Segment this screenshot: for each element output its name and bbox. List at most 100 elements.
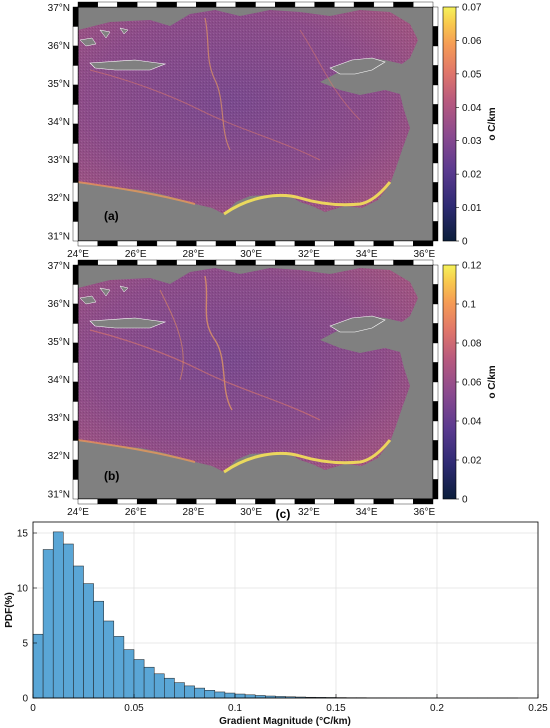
map-border-segment xyxy=(373,240,394,247)
map-border-segment xyxy=(215,259,236,266)
latitude-tick-label: 37°N xyxy=(48,3,70,14)
x-tick-label: 0 xyxy=(30,703,36,714)
map-border-segment xyxy=(432,264,439,285)
map-border-segment xyxy=(432,342,439,363)
colorbar-b xyxy=(442,264,457,500)
map-a-front-line xyxy=(89,69,321,161)
panel-label-b: (b) xyxy=(104,469,119,483)
map-border-segment xyxy=(117,259,138,266)
map-border-segment xyxy=(432,201,439,222)
map-border-segment xyxy=(72,459,79,480)
map-border-segment xyxy=(215,498,236,505)
histogram-bar xyxy=(52,531,64,699)
map-border-segment xyxy=(235,240,256,247)
latitude-tick-label: 36°N xyxy=(48,41,70,52)
histogram-bar xyxy=(32,633,44,699)
map-border-segment xyxy=(72,420,79,441)
map-border-segment xyxy=(72,342,79,363)
latitude-tick-label: 34°N xyxy=(48,117,70,128)
map-border-segment xyxy=(117,498,138,505)
map-b-front-line xyxy=(159,289,184,381)
map-border-segment xyxy=(97,240,118,247)
map-border-segment xyxy=(432,479,439,500)
longitude-tick-label: 26°E xyxy=(125,249,147,260)
map-border-segment xyxy=(314,1,335,8)
longitude-tick-label: 28°E xyxy=(183,507,205,518)
map-border-segment xyxy=(72,123,79,144)
x-tick-label: 0.2 xyxy=(430,703,444,714)
map-border-segment xyxy=(196,240,217,247)
colorbar-b-label: o C/km xyxy=(487,365,498,398)
map-border-segment xyxy=(117,1,138,8)
colorbar-tick-label: 0.03 xyxy=(462,136,482,147)
map-border-segment xyxy=(72,143,79,164)
map-a-front-line xyxy=(204,17,231,151)
map-border-segment xyxy=(77,259,98,266)
map-a-cyprus xyxy=(329,57,386,75)
histogram-y-ticks: 0 5 10 15 xyxy=(17,529,37,705)
map-panel-a: (a) 37°N 36°N 35°N 34°N 33°N 32°N 31°N 24°E 26°… xyxy=(48,1,498,260)
map-b-latitude-ticks: 37°N 36°N 35°N 34°N 33°N 32°N 31°N xyxy=(48,261,70,500)
colorbar-tick-label: 0.02 xyxy=(462,456,482,467)
x-tick-label: 0.05 xyxy=(124,703,144,714)
map-border-segment xyxy=(432,420,439,441)
map-border-segment xyxy=(156,1,177,8)
map-border-segment xyxy=(215,1,236,8)
x-tick-label: 0.1 xyxy=(228,703,242,714)
colorbar-tick-label: 0.12 xyxy=(462,261,482,272)
histogram-bar xyxy=(133,659,145,699)
longitude-tick-label: 30°E xyxy=(240,507,262,518)
map-border-segment xyxy=(353,240,375,247)
map-border-segment xyxy=(255,240,276,247)
histogram-bar xyxy=(42,549,54,699)
colorbar-tick-label: 0.05 xyxy=(462,69,482,80)
map-border-segment xyxy=(136,259,158,266)
map-border-segment xyxy=(314,498,335,505)
map-a-crete xyxy=(89,59,167,71)
map-border-segment xyxy=(72,6,79,27)
longitude-tick-label: 24°E xyxy=(67,249,89,260)
map-border-segment xyxy=(393,1,414,8)
colorbar-tick-label: 0 xyxy=(462,237,468,248)
map-border-segment xyxy=(432,45,439,66)
histogram-bar xyxy=(194,687,205,699)
map-border-segment xyxy=(432,84,439,105)
map-border-segment xyxy=(255,1,276,8)
map-b-coastal-front xyxy=(223,439,392,474)
map-border-segment xyxy=(294,498,315,505)
map-border-segment xyxy=(294,259,315,266)
colorbar-tick-label: 0.04 xyxy=(462,417,482,428)
y-tick-label: 5 xyxy=(22,639,28,650)
map-border-segment xyxy=(196,498,217,505)
map-border-segment xyxy=(373,498,394,505)
map-border-segment xyxy=(72,440,79,461)
map-border-segment xyxy=(294,240,315,247)
histogram-bar xyxy=(244,694,256,699)
colorbar-a xyxy=(442,6,457,242)
map-border-segment xyxy=(77,498,98,505)
map-border-segment xyxy=(72,381,79,402)
colorbar-tick-label: 0.07 xyxy=(462,3,482,14)
colorbar-tick-label: 0.08 xyxy=(462,339,482,350)
histogram-bar xyxy=(73,565,84,699)
colorbar-tick-label: 0 xyxy=(462,495,468,506)
map-border-segment xyxy=(72,323,79,344)
panel-label-c: (c) xyxy=(276,507,291,521)
histogram-frame xyxy=(32,521,539,699)
map-border-segment xyxy=(432,381,439,402)
colorbar-tick-label: 0.01 xyxy=(462,203,482,214)
map-border-segment xyxy=(72,284,79,305)
map-border-segment xyxy=(97,1,118,8)
map-border-segment xyxy=(72,264,79,285)
map-border-segment xyxy=(72,221,79,242)
map-a-coastal-front xyxy=(77,181,196,205)
map-border-segment xyxy=(353,259,375,266)
map-border-segment xyxy=(72,162,79,183)
map-border-segment xyxy=(72,104,79,125)
map-b-texture xyxy=(78,268,418,472)
map-border-segment xyxy=(77,1,98,8)
histogram-bar xyxy=(63,543,74,699)
map-border-segment xyxy=(255,259,276,266)
histogram-x-ticks: 0 0.05 0.1 0.15 0.2 0.25 xyxy=(30,694,548,714)
